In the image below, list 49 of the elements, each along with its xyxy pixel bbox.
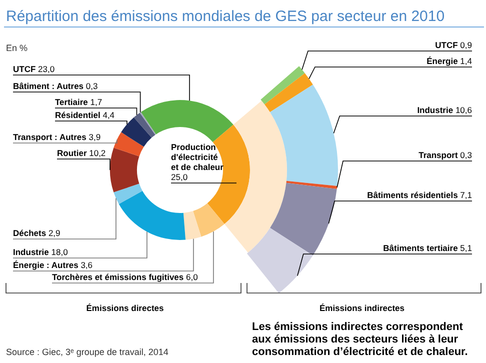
donut-slice (193, 203, 224, 237)
data-label: 2,9 (46, 228, 61, 238)
chart-title: Répartition des émissions mondiales de GES par secteur en 2010 (6, 8, 445, 25)
donut-slice (140, 100, 234, 142)
slice-label: Bâtiments tertiaire (383, 243, 458, 253)
donut-slice (114, 184, 142, 204)
slice-label: Transport : Autres (13, 132, 87, 142)
slice-label: Énergie : Autres (13, 260, 79, 270)
data-label: 1,4 (458, 56, 472, 66)
data-label: 25,0 (171, 172, 188, 182)
donut-slice (134, 112, 156, 138)
slice-label: Déchets (13, 228, 46, 238)
data-label: 7,1 (458, 190, 472, 200)
text: Les émissions indirectes correspondent aux émissions des secteurs liées à leur consommation d’électricité et de chaleur. (252, 321, 468, 358)
data-label: 23,0 (36, 64, 55, 74)
data-label: 0,3 (84, 81, 98, 91)
data-label: 10,6 (453, 105, 472, 115)
slice-label: Transport (418, 150, 458, 160)
data-label: 18,0 (48, 247, 68, 257)
chart-subtitle: En % (6, 43, 28, 53)
source-note: Source : Giec, 3ᵉ groupe de travail, 2014 (6, 347, 168, 357)
slice-label: Bâtiment : Autres (13, 81, 84, 91)
text: Émissions directes (86, 303, 164, 313)
slice-label: Torchères et émissions fugitives (52, 272, 184, 282)
donut-slice (110, 148, 140, 192)
slice-label: Résidentiel (55, 110, 100, 120)
donut-slice (121, 117, 152, 147)
donut-slice (183, 210, 202, 240)
data-label: 0,9 (458, 40, 472, 50)
data-label: 3,6 (78, 260, 93, 270)
slice-label: Industrie (417, 105, 454, 115)
slice-label: Énergie (426, 56, 458, 66)
slice-label: Routier (57, 148, 88, 158)
slice-label: Tertiaire (55, 97, 88, 107)
slice-label: UTCF (13, 64, 36, 74)
donut-slice (140, 112, 156, 135)
data-label: 0,3 (458, 150, 472, 160)
slice-label: Industrie (13, 247, 50, 257)
slice-label: UTCF (435, 40, 458, 50)
data-label: 3,9 (86, 132, 101, 142)
data-label: 4,4 (100, 110, 115, 120)
text: Émissions indirectes (319, 303, 405, 313)
data-label: 6,0 (184, 272, 198, 282)
data-label: 5,1 (458, 243, 472, 253)
donut-slice (118, 190, 186, 240)
data-label: 1,7 (88, 97, 102, 107)
data-label: 10,2 (86, 148, 106, 158)
donut-slice (114, 132, 144, 156)
slice-label: Bâtiments résidentiels (367, 190, 458, 200)
